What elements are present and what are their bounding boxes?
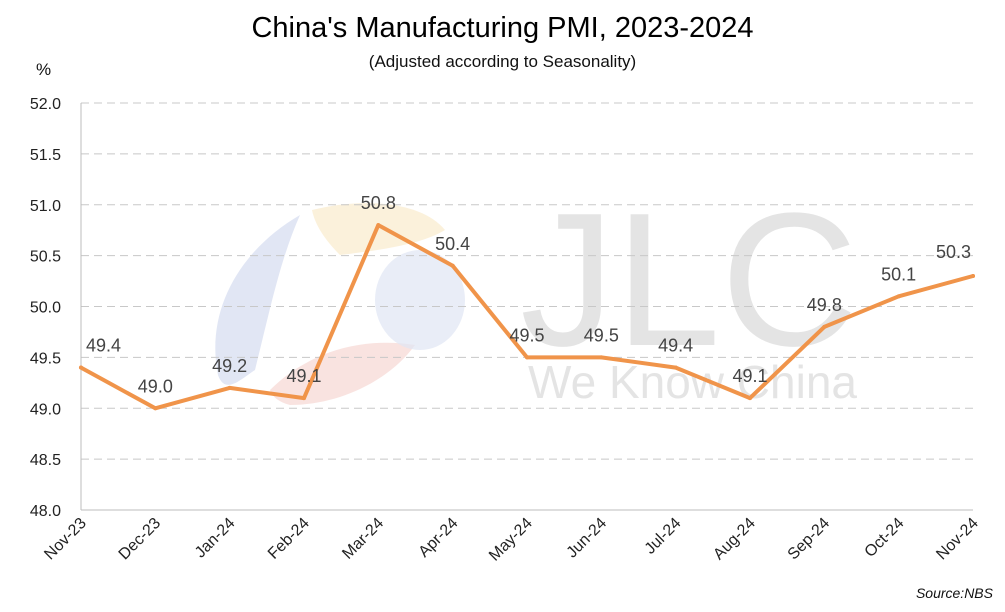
data-point: [153, 406, 158, 411]
data-labels: 49.4 49.0 49.2 49.1 50.8 50.4 49.5 49.5 49.4 49.1…: [86, 193, 971, 396]
x-tick-label: Jan-24: [192, 515, 239, 562]
x-tick-label: Dec-23: [116, 515, 165, 564]
x-tick-label: Jul-24: [642, 515, 685, 558]
x-tick-label: Feb-24: [265, 515, 313, 563]
watermark-tagline: We Know China: [528, 356, 857, 408]
x-tick-label: Jun-24: [564, 515, 611, 562]
data-point: [971, 273, 975, 278]
data-label: 49.1: [732, 366, 767, 386]
data-label: 49.4: [86, 336, 121, 356]
y-tick-label: 50.5: [30, 249, 61, 266]
x-tick-label: Nov-24: [933, 515, 982, 564]
data-label: 50.1: [881, 264, 916, 284]
x-tick-label: Aug-24: [710, 515, 759, 564]
data-point: [376, 223, 381, 228]
data-point: [896, 294, 901, 299]
y-tick-label: 51.5: [30, 147, 61, 164]
data-label: 49.4: [658, 336, 693, 356]
watermark-circle: [375, 250, 465, 350]
y-tick-label: 51.0: [30, 198, 61, 215]
chart-title: China's Manufacturing PMI, 2023-2024: [251, 12, 754, 44]
x-tick-label: Sep-24: [785, 515, 834, 564]
y-tick-label: 48.0: [30, 503, 61, 520]
y-tick-labels: 48.0 48.5 49.0 49.5 50.0 50.5 51.0 51.5 52.0: [30, 96, 61, 520]
data-point: [673, 365, 678, 370]
watermark-swoosh-blue: [215, 215, 300, 385]
chart-subtitle: (Adjusted according to Seasonality): [368, 52, 637, 71]
y-tick-label: 49.5: [30, 350, 61, 367]
data-point: [450, 263, 455, 268]
x-tick-label: Apr-24: [416, 515, 462, 561]
series-line: [79, 223, 975, 411]
data-label: 50.4: [435, 234, 470, 254]
y-tick-label: 48.5: [30, 452, 61, 469]
x-tick-labels: Nov-23 Dec-23 Jan-24 Feb-24 Mar-24 Apr-24 May-…: [41, 515, 982, 565]
data-point: [599, 355, 604, 360]
y-tick-label: 52.0: [30, 96, 61, 113]
data-point: [822, 324, 827, 329]
x-tick-label: May-24: [486, 515, 536, 565]
data-label: 50.3: [936, 242, 971, 262]
data-label: 50.8: [361, 193, 396, 213]
x-tick-label: Mar-24: [339, 515, 387, 563]
data-label: 49.5: [509, 325, 544, 345]
data-point: [302, 396, 306, 401]
data-label: 49.1: [286, 366, 321, 386]
data-label: 49.5: [584, 325, 619, 345]
data-label: 49.0: [138, 376, 173, 396]
x-tick-label: Oct-24: [862, 515, 908, 561]
data-point: [525, 355, 529, 360]
y-tick-label: 50.0: [30, 300, 61, 317]
y-axis-unit: %: [36, 60, 52, 79]
source-note: Source:NBS: [915, 585, 993, 601]
x-tick-label: Nov-23: [41, 515, 90, 564]
data-point: [79, 365, 83, 370]
data-label: 49.2: [212, 356, 247, 376]
data-label: 49.8: [807, 295, 842, 315]
data-point: [748, 396, 752, 401]
axes: [80, 103, 973, 511]
data-point: [227, 385, 232, 390]
y-tick-label: 49.0: [30, 401, 61, 418]
